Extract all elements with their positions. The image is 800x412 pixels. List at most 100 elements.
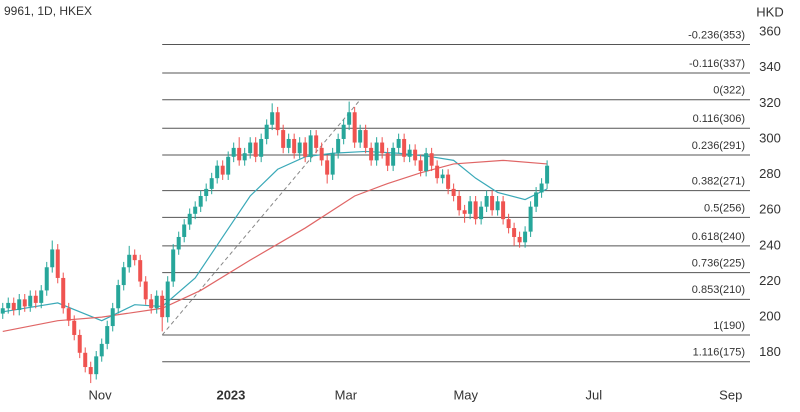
candle-body <box>281 130 286 148</box>
fib-label: 0(322) <box>713 85 745 97</box>
candle-body <box>105 326 110 344</box>
candle-body <box>380 142 385 154</box>
candle-body <box>248 142 253 154</box>
chart-title: 9961, 1D, HKEX <box>4 4 92 18</box>
candle-body <box>264 124 269 139</box>
candle-body <box>275 112 280 131</box>
fib-label: 1(190) <box>713 320 745 332</box>
candle-body <box>363 130 368 148</box>
candle-body <box>215 165 220 179</box>
candle-body <box>385 153 390 166</box>
candle-body <box>468 201 473 214</box>
candle-body <box>132 254 137 261</box>
candle-body <box>198 195 203 207</box>
candle-body <box>479 206 484 220</box>
candle-body <box>44 267 49 291</box>
candle-body <box>523 231 528 243</box>
fib-label: -0.236(353) <box>688 29 745 41</box>
x-tick-label: May <box>453 387 478 402</box>
candle-body <box>72 320 77 335</box>
x-tick-label: Sep <box>719 387 742 402</box>
candle-body <box>154 295 159 309</box>
candle-body <box>534 192 539 207</box>
candle-body <box>209 178 214 189</box>
candle-body <box>512 228 517 237</box>
candle-body <box>253 142 258 157</box>
x-tick-label: Jul <box>586 387 603 402</box>
candle-body <box>424 153 429 172</box>
candle-body <box>165 281 170 318</box>
candle-body <box>187 213 192 225</box>
candle-body <box>319 147 324 161</box>
candle-body <box>490 195 495 211</box>
candle-body <box>330 153 335 175</box>
candle-body <box>143 281 148 300</box>
fib-label: 0.236(291) <box>692 140 745 152</box>
x-tick-label: Nov <box>89 387 113 402</box>
candle-body <box>347 112 352 125</box>
candle-body <box>286 138 291 148</box>
candle-body <box>28 295 33 307</box>
candle-body <box>429 153 434 166</box>
candle-body <box>6 302 11 309</box>
candle-body <box>242 153 247 161</box>
y-tick-label: 280 <box>759 166 781 181</box>
fib-label: 0.618(240) <box>692 231 745 243</box>
candle-body <box>303 142 308 157</box>
candle-body <box>484 195 489 207</box>
x-tick-label: Mar <box>335 387 358 402</box>
y-tick-label: 220 <box>759 273 781 288</box>
candle-body <box>17 299 22 311</box>
candle-body <box>517 236 522 243</box>
candle-body <box>171 249 176 282</box>
y-axis-label: HKD <box>756 4 783 19</box>
fib-label: 0.853(210) <box>692 284 745 296</box>
candle-body <box>407 149 412 157</box>
candle-body <box>39 290 44 303</box>
candle-body <box>259 138 264 157</box>
candle-body <box>121 267 126 286</box>
candle-body <box>435 165 440 179</box>
candle-body <box>440 174 445 179</box>
candle-body <box>528 206 533 232</box>
candle-body <box>66 308 71 321</box>
candle-body <box>193 206 198 214</box>
candle-body <box>116 285 121 309</box>
fib-label: 0.382(271) <box>692 176 745 188</box>
candle-body <box>418 160 423 172</box>
candle-body <box>391 147 396 166</box>
candle-body <box>55 249 60 278</box>
fib-label: 0.5(256) <box>704 202 745 214</box>
candle-body <box>325 160 330 175</box>
fib-label: 0.116(306) <box>693 113 745 125</box>
candle-body <box>220 165 225 175</box>
candle-body <box>149 299 154 309</box>
candle-body <box>88 367 93 375</box>
candle-body <box>462 210 467 214</box>
y-tick-label: 320 <box>759 95 781 110</box>
candle-body <box>94 356 99 375</box>
candle-body <box>0 308 5 314</box>
candle-body <box>226 156 231 175</box>
candle-body <box>270 112 275 125</box>
candle-body <box>231 147 236 157</box>
candle-body <box>110 308 115 327</box>
candle-body <box>539 183 544 193</box>
candle-body <box>336 138 341 154</box>
candle-body <box>358 130 363 143</box>
candle-body <box>138 260 143 282</box>
candle-body <box>22 299 27 307</box>
candle-body <box>396 138 401 148</box>
candle-body <box>374 142 379 161</box>
candle-body <box>50 249 55 268</box>
candle-body <box>451 188 456 196</box>
y-tick-label: 340 <box>759 59 781 74</box>
candle-body <box>77 334 82 353</box>
fib-label: -0.116(337) <box>689 58 745 70</box>
candle-body <box>308 135 313 157</box>
candle-body <box>446 174 451 189</box>
y-tick-label: 300 <box>759 130 781 145</box>
candle-body <box>204 188 209 196</box>
candle-body <box>341 124 346 139</box>
